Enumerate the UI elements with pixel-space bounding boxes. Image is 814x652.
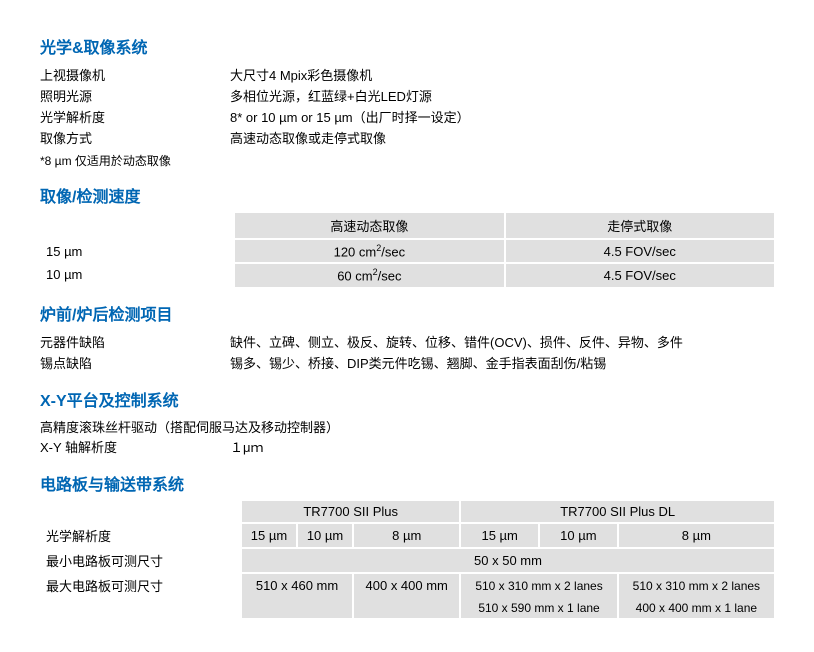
section-board-title: 电路板与输送带系统 — [40, 471, 774, 495]
kv-value: 锡多、锡少、桥接、DIP类元件吃锡、翘脚、金手指表面刮伤/粘锡 — [230, 353, 774, 372]
speed-row-left: 60 cm2/sec — [235, 263, 504, 286]
kv-label: 取像方式 — [40, 128, 230, 147]
board-row1-label: 光学解析度 — [40, 523, 242, 548]
board-header-left: TR7700 SII Plus — [242, 501, 460, 523]
board-row4-r1: 510 x 590 mm x 1 lane — [460, 598, 617, 618]
speed-row-left: 120 cm2/sec — [235, 239, 504, 263]
board-sub-0: 15 µm — [242, 523, 297, 548]
kv-label: 照明光源 — [40, 86, 230, 105]
speed-row-label: 15 µm — [40, 239, 235, 263]
board-row3-left1: 510 x 460 mm — [242, 573, 353, 598]
speed-header-right: 走停式取像 — [505, 213, 775, 239]
board-row3-r2: 510 x 310 mm x 2 lanes — [618, 573, 774, 598]
board-sub-2: 8 µm — [353, 523, 460, 548]
board-row3-r1: 510 x 310 mm x 2 lanes — [460, 573, 617, 598]
speed-header-left: 高速动态取像 — [235, 213, 504, 239]
kv-row: 锡点缺陷锡多、锡少、桥接、DIP类元件吃锡、翘脚、金手指表面刮伤/粘锡 — [40, 352, 774, 373]
kv-row: 上视摄像机大尺寸4 Mpix彩色摄像机 — [40, 64, 774, 85]
board-row4-r2: 400 x 400 mm x 1 lane — [618, 598, 774, 618]
kv-row: 元器件缺陷缺件、立碑、侧立、极反、旋转、位移、错件(OCV)、损件、反件、异物、… — [40, 331, 774, 352]
kv-value: 缺件、立碑、侧立、极反、旋转、位移、错件(OCV)、损件、反件、异物、多件 — [230, 332, 774, 351]
kv-value: 8* or 10 µm or 15 µm（出厂时择一设定） — [230, 107, 774, 126]
kv-label: 元器件缺陷 — [40, 332, 230, 351]
xy-desc: 高精度滚珠丝杆驱动（搭配伺服马达及移动控制器） — [40, 417, 774, 436]
board-sub-1: 10 µm — [297, 523, 353, 548]
section-speed-title: 取像/检测速度 — [40, 183, 774, 207]
speed-row-right: 4.5 FOV/sec — [505, 263, 775, 286]
board-sub-3: 15 µm — [460, 523, 539, 548]
speed-table: 高速动态取像 走停式取像 15 µm120 cm2/sec4.5 FOV/sec… — [40, 213, 774, 287]
speed-row-label: 10 µm — [40, 263, 235, 286]
board-row3-label: 最大电路板可测尺寸 — [40, 573, 242, 598]
board-table: TR7700 SII Plus TR7700 SII Plus DL 光学解析度… — [40, 501, 774, 618]
section-inspection-title: 炉前/炉后检测项目 — [40, 301, 774, 325]
kv-row: 照明光源多相位光源，红蓝绿+白光LED灯源 — [40, 85, 774, 106]
optics-rows: 上视摄像机大尺寸4 Mpix彩色摄像机照明光源多相位光源，红蓝绿+白光LED灯源… — [40, 64, 774, 148]
board-row3-left2: 400 x 400 mm — [353, 573, 460, 598]
kv-value: 高速动态取像或走停式取像 — [230, 128, 774, 147]
board-row2-label: 最小电路板可测尺寸 — [40, 548, 242, 573]
xy-row-label: X-Y 轴解析度 — [40, 437, 230, 456]
xy-row: X-Y 轴解析度 １μｍ — [40, 436, 774, 457]
speed-row-right: 4.5 FOV/sec — [505, 239, 775, 263]
kv-value: 多相位光源，红蓝绿+白光LED灯源 — [230, 86, 774, 105]
kv-label: 锡点缺陷 — [40, 353, 230, 372]
board-sub-4: 10 µm — [539, 523, 618, 548]
kv-label: 上视摄像机 — [40, 65, 230, 84]
section-xy-title: X-Y平台及控制系统 — [40, 387, 774, 411]
board-header-right: TR7700 SII Plus DL — [460, 501, 774, 523]
kv-row: 取像方式高速动态取像或走停式取像 — [40, 127, 774, 148]
xy-row-value: １μｍ — [230, 437, 774, 456]
section-optics-title: 光学&取像系统 — [40, 34, 774, 58]
board-sub-5: 8 µm — [618, 523, 774, 548]
kv-value: 大尺寸4 Mpix彩色摄像机 — [230, 65, 774, 84]
optics-note: *8 µm 仅适用於动态取像 — [40, 152, 774, 169]
kv-label: 光学解析度 — [40, 107, 230, 126]
kv-row: 光学解析度8* or 10 µm or 15 µm（出厂时择一设定） — [40, 106, 774, 127]
board-row2-value: 50 x 50 mm — [242, 548, 774, 573]
inspection-rows: 元器件缺陷缺件、立碑、侧立、极反、旋转、位移、错件(OCV)、损件、反件、异物、… — [40, 331, 774, 373]
